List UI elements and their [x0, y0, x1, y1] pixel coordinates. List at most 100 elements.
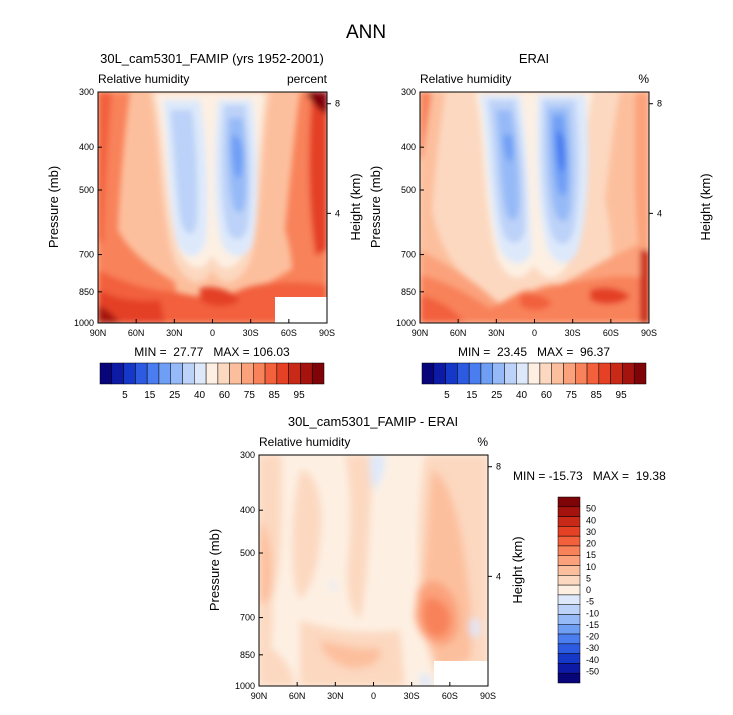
y-tick-label: 400: [79, 142, 94, 152]
colorbar-box: [557, 506, 581, 517]
colorbar-label: 5: [444, 390, 450, 401]
panel-title: 30L_cam5301_FAMIP - ERAI: [288, 414, 458, 429]
colorbar-box: [551, 362, 564, 385]
colorbar-box: [135, 362, 148, 385]
x-tick-label: 90N: [90, 328, 107, 338]
min-max-label: MIN = 27.77 MAX = 106.03: [134, 345, 290, 359]
colorbar-box: [194, 362, 207, 385]
y-axis-title: Pressure (mb): [368, 166, 383, 248]
x-axis: 90N 60N 30N 0 30S 60S 90S: [251, 682, 496, 701]
x-tick-label: 0: [210, 328, 215, 338]
colorbar-label: 25: [169, 390, 181, 401]
y-tick-label: 300: [240, 450, 255, 460]
variable-label: Relative humidity: [420, 72, 511, 86]
colorbar-label: 95: [616, 390, 628, 401]
colorbar-label: 85: [269, 390, 281, 401]
colorbar-box: [598, 362, 611, 385]
height-tick-label: 4: [657, 208, 662, 218]
x-tick-label: 30N: [488, 328, 505, 338]
colorbar-box: [253, 362, 266, 385]
missing-data-mask: [275, 297, 327, 323]
colorbar-box: [622, 362, 635, 385]
x-tick-label: 90N: [412, 328, 429, 338]
x-tick-label: 90S: [480, 691, 496, 701]
colorbar-label: 40: [516, 390, 528, 401]
colorbar-label: 10: [586, 562, 596, 572]
colorbar-label: 40: [586, 515, 596, 525]
height-tick-label: 4: [496, 571, 501, 581]
colorbar-label: 25: [491, 390, 503, 401]
y-axis: 300 400 500 700 850 1000: [396, 87, 424, 328]
colorbar-box: [557, 663, 581, 674]
colorbar-box: [111, 362, 124, 385]
x-tick-label: 60S: [603, 328, 619, 338]
height-axis: 48: [649, 99, 662, 218]
colorbar-box: [557, 643, 581, 654]
colorbar-label: -20: [586, 632, 599, 642]
y-tick-label: 1000: [235, 681, 255, 691]
y-tick-label: 400: [401, 142, 416, 152]
colorbar-label: 60: [541, 390, 553, 401]
colorbar-box: [276, 362, 289, 385]
colorbar-label: 95: [294, 390, 306, 401]
colorbar-box: [421, 362, 435, 385]
contour-field: [420, 92, 649, 323]
colorbar-box: [563, 362, 576, 385]
colorbar-box: [557, 614, 581, 625]
colorbar-box: [575, 362, 588, 385]
colorbar-label: 5: [586, 573, 591, 583]
colorbar-label: 50: [586, 504, 596, 514]
colorbar-label: 60: [219, 390, 231, 401]
y-axis-title: Pressure (mb): [46, 166, 61, 248]
height-axis: 48: [327, 99, 340, 218]
colorbar-label: 5: [122, 390, 128, 401]
y-tick-label: 1000: [74, 318, 94, 328]
height-tick-label: 8: [657, 99, 662, 109]
variable-label: Relative humidity: [98, 72, 189, 86]
y-axis-title: Pressure (mb): [207, 529, 222, 611]
y-tick-label: 300: [401, 87, 416, 97]
colorbar-box: [516, 362, 529, 385]
panel-title: ERAI: [519, 51, 549, 66]
y-tick-label: 700: [79, 250, 94, 260]
colorbar: 5 15 25 40 60 75 85 95: [421, 362, 647, 401]
panel-title: 30L_cam5301_FAMIP (yrs 1952-2001): [100, 51, 324, 66]
colorbar-box: [557, 535, 581, 547]
colorbar-box: [99, 362, 113, 385]
y-tick-label: 700: [240, 613, 255, 623]
x-axis: 90N 60N 30N 0 30S 60S 90S: [90, 319, 335, 338]
units-label: %: [638, 72, 649, 86]
x-tick-label: 60N: [450, 328, 467, 338]
x-tick-label: 90S: [641, 328, 657, 338]
x-tick-label: 60S: [442, 691, 458, 701]
y-tick-label: 1000: [396, 318, 416, 328]
x-tick-label: 60N: [289, 691, 306, 701]
units-label: %: [477, 435, 488, 449]
colorbar-box: [170, 362, 183, 385]
panel-model: 30L_cam5301_FAMIP (yrs 1952-2001) Relati…: [46, 51, 363, 401]
height-tick-label: 4: [335, 208, 340, 218]
colorbar-box: [288, 362, 301, 385]
colorbar-box: [457, 362, 470, 385]
colorbar-box: [468, 362, 482, 385]
colorbar-box: [205, 362, 219, 385]
colorbar-box: [311, 362, 325, 385]
colorbar-box: [557, 575, 581, 586]
height-tick-label: 8: [335, 99, 340, 109]
variable-label: Relative humidity: [259, 435, 350, 449]
y-tick-label: 850: [79, 287, 94, 297]
x-tick-label: 90N: [251, 691, 268, 701]
colorbar-box: [527, 362, 541, 385]
colorbar-box: [557, 584, 581, 596]
colorbar-label: 0: [586, 585, 591, 595]
colorbar-box: [557, 545, 581, 556]
colorbar-box: [264, 362, 278, 385]
min-max-label: MIN = 23.45 MAX = 96.37: [458, 345, 610, 359]
x-tick-label: 60N: [128, 328, 145, 338]
y-tick-label: 400: [240, 505, 255, 515]
colorbar-label: 85: [591, 390, 603, 401]
colorbar-box: [539, 362, 552, 385]
height-axis-title: Height (km): [510, 536, 525, 603]
